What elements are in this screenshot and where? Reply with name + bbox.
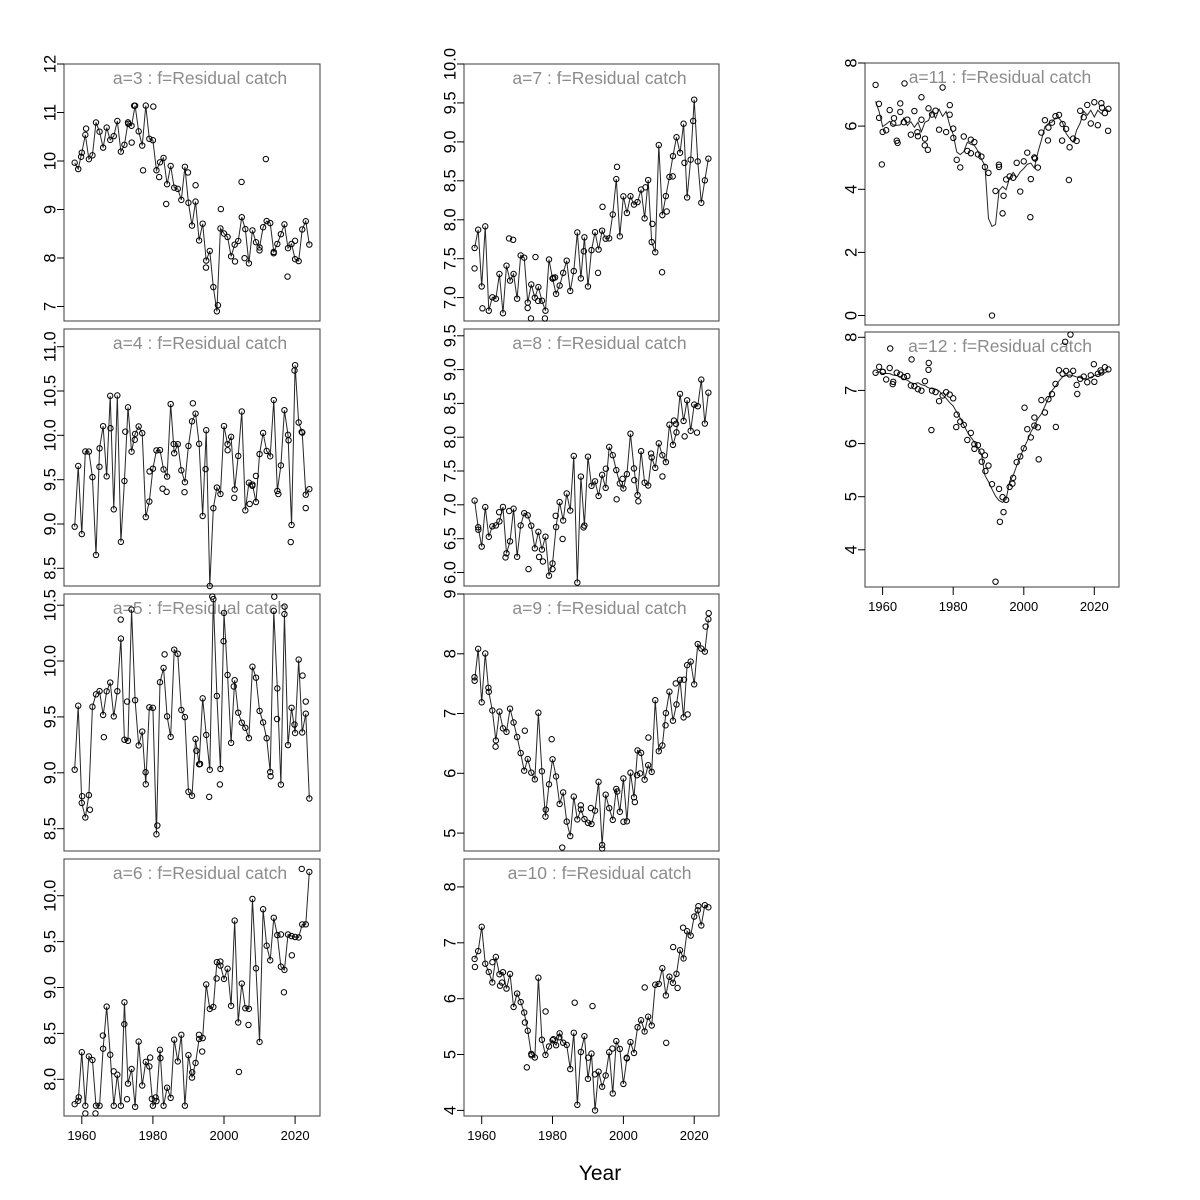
svg-text:2020: 2020 [1080, 599, 1109, 614]
svg-text:8.5: 8.5 [41, 1022, 59, 1045]
svg-text:a=9 : f=Residual catch: a=9 : f=Residual catch [512, 598, 686, 618]
svg-text:9.5: 9.5 [441, 91, 459, 114]
svg-text:10.0: 10.0 [41, 645, 59, 677]
svg-text:7.0: 7.0 [441, 286, 459, 309]
svg-text:9.5: 9.5 [41, 930, 59, 953]
svg-text:a=4 : f=Residual catch: a=4 : f=Residual catch [113, 333, 287, 353]
svg-text:4: 4 [441, 1106, 459, 1115]
svg-text:6.5: 6.5 [441, 527, 459, 550]
svg-text:6: 6 [842, 122, 860, 131]
svg-text:8.5: 8.5 [41, 817, 59, 840]
svg-text:a=11 : f=Residual catch: a=11 : f=Residual catch [909, 67, 1092, 87]
svg-text:5: 5 [842, 492, 860, 501]
svg-text:9.0: 9.0 [441, 358, 459, 381]
svg-text:8: 8 [441, 882, 459, 891]
svg-text:12: 12 [41, 55, 59, 73]
svg-text:9.0: 9.0 [41, 976, 59, 999]
svg-text:6: 6 [441, 769, 459, 778]
svg-text:11.0: 11.0 [41, 331, 59, 362]
svg-text:8: 8 [441, 649, 459, 658]
svg-text:11: 11 [41, 104, 59, 121]
svg-text:6: 6 [441, 994, 459, 1003]
svg-text:8.5: 8.5 [441, 392, 459, 415]
svg-text:a=5 : f=Residual catch: a=5 : f=Residual catch [113, 598, 287, 618]
svg-text:10: 10 [41, 152, 59, 170]
svg-text:10.0: 10.0 [41, 419, 59, 451]
svg-text:a=8 : f=Residual catch: a=8 : f=Residual catch [512, 333, 686, 353]
svg-text:1960: 1960 [467, 1128, 496, 1143]
svg-text:9.5: 9.5 [41, 705, 59, 728]
svg-text:8.0: 8.0 [441, 426, 459, 449]
svg-text:7: 7 [441, 938, 459, 947]
svg-text:7: 7 [41, 302, 59, 311]
svg-text:2000: 2000 [609, 1128, 638, 1143]
svg-text:7.0: 7.0 [441, 493, 459, 516]
svg-text:9.0: 9.0 [441, 130, 459, 153]
svg-text:2020: 2020 [281, 1128, 310, 1143]
svg-text:7.5: 7.5 [441, 460, 459, 483]
svg-text:10.5: 10.5 [41, 589, 59, 621]
svg-text:5: 5 [441, 829, 459, 838]
svg-text:5: 5 [441, 1050, 459, 1059]
svg-text:8.0: 8.0 [41, 1068, 59, 1091]
svg-text:1980: 1980 [138, 1128, 167, 1143]
svg-text:2000: 2000 [1009, 599, 1038, 614]
svg-text:4: 4 [842, 185, 860, 194]
svg-text:a=7 : f=Residual catch: a=7 : f=Residual catch [512, 68, 686, 88]
svg-text:9.5: 9.5 [441, 324, 459, 347]
svg-text:2: 2 [842, 248, 860, 257]
svg-text:4: 4 [842, 545, 860, 554]
svg-text:10.0: 10.0 [441, 48, 459, 80]
svg-text:9.0: 9.0 [41, 513, 59, 536]
svg-text:9: 9 [441, 589, 459, 598]
svg-text:1980: 1980 [939, 599, 968, 614]
svg-text:8: 8 [842, 58, 860, 67]
svg-text:9: 9 [41, 205, 59, 214]
svg-text:8: 8 [41, 253, 59, 262]
svg-text:6: 6 [842, 439, 860, 448]
svg-text:2000: 2000 [210, 1128, 239, 1143]
svg-text:7.5: 7.5 [441, 247, 459, 270]
svg-text:8: 8 [842, 333, 860, 342]
svg-text:9.0: 9.0 [41, 761, 59, 784]
svg-text:a=10 : f=Residual catch: a=10 : f=Residual catch [508, 863, 692, 883]
svg-text:10.5: 10.5 [41, 375, 59, 407]
svg-text:8.0: 8.0 [441, 208, 459, 231]
svg-text:8.5: 8.5 [441, 169, 459, 192]
svg-text:a=3 : f=Residual catch: a=3 : f=Residual catch [113, 68, 287, 88]
svg-text:0: 0 [842, 311, 860, 320]
svg-text:7: 7 [842, 386, 860, 395]
svg-text:1960: 1960 [67, 1128, 96, 1143]
svg-text:8.5: 8.5 [41, 557, 59, 580]
svg-text:1960: 1960 [868, 599, 897, 614]
svg-text:Year: Year [579, 1162, 621, 1185]
svg-text:2020: 2020 [680, 1128, 709, 1143]
svg-text:a=6 : f=Residual catch: a=6 : f=Residual catch [113, 863, 287, 883]
svg-text:10.0: 10.0 [41, 880, 59, 912]
svg-text:7: 7 [441, 709, 459, 718]
svg-text:6.0: 6.0 [441, 561, 459, 584]
svg-text:1980: 1980 [538, 1128, 567, 1143]
svg-text:9.5: 9.5 [41, 468, 59, 491]
